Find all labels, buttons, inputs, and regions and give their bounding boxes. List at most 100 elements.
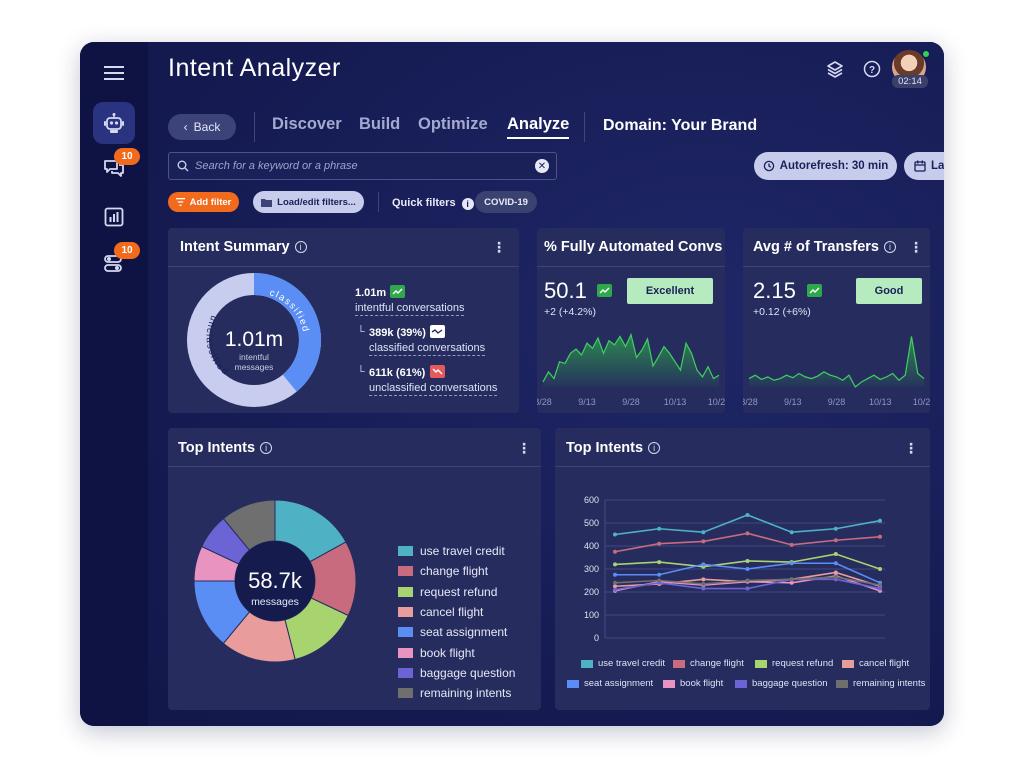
legend-item[interactable]: remaining intents [398, 686, 511, 700]
folder-icon [261, 198, 273, 207]
search-input[interactable] [195, 153, 525, 179]
donut-center-caption-1: intentful [239, 352, 269, 362]
card-divider [743, 266, 930, 267]
layers-icon[interactable] [824, 58, 846, 80]
robot-icon [104, 113, 124, 133]
legend-item[interactable]: change flight [398, 564, 488, 578]
card-divider [537, 266, 725, 267]
back-button[interactable]: ‹ Back [168, 114, 236, 140]
legend-item[interactable]: cancel flight [398, 605, 483, 619]
tab-discover[interactable]: Discover [272, 115, 342, 133]
series-point [878, 518, 882, 523]
tab-analyze[interactable]: Analyze [507, 115, 570, 139]
help-icon[interactable]: ? [861, 58, 883, 80]
info-icon[interactable]: i [260, 442, 273, 454]
series-point [745, 512, 750, 517]
series-point [789, 577, 794, 582]
tab-build[interactable]: Build [359, 115, 401, 133]
divider [254, 112, 255, 142]
legend-label: seat assignment [420, 625, 508, 640]
autorefresh-button[interactable]: Autorefresh: 30 min [754, 152, 897, 180]
y-tick-label: 400 [584, 541, 599, 551]
legend-label: book flight [680, 678, 724, 689]
legend-item[interactable]: book flight [663, 678, 723, 689]
load-filters-button[interactable]: Load/edit filters... [253, 191, 364, 213]
legend-swatch [398, 546, 413, 556]
series-point [878, 583, 882, 588]
series-point [613, 572, 617, 577]
legend-swatch [398, 688, 413, 699]
classified-value: 389k (39%) [369, 327, 426, 339]
legend-item[interactable]: remaining intents [836, 678, 925, 689]
legend-item[interactable]: use travel credit [581, 658, 665, 669]
legend-item[interactable]: request refund [398, 585, 497, 599]
series-point [613, 562, 617, 567]
series-point [745, 567, 750, 571]
series-point [701, 577, 706, 582]
legend-swatch [398, 606, 413, 617]
rail-item-reports[interactable] [93, 196, 135, 238]
legend-swatch [735, 679, 747, 688]
series-point [701, 539, 706, 544]
clear-search-icon[interactable]: ✕ [535, 159, 549, 173]
toggles-icon [104, 255, 122, 272]
chevron-left-icon: ‹ [183, 120, 188, 134]
autorefresh-label: Autorefresh: 30 min [779, 160, 889, 172]
info-icon[interactable]: i [461, 198, 474, 210]
main-area: Intent Analyzer ? 02:14 ‹ Back Discover … [148, 42, 944, 726]
add-filter-button[interactable]: Add filter [168, 192, 239, 212]
card-divider [168, 266, 519, 267]
y-tick-label: 100 [584, 610, 599, 620]
info-icon[interactable]: i [648, 442, 661, 454]
info-icon[interactable]: i [294, 241, 307, 253]
legend-label: request refund [772, 658, 834, 669]
legend-item[interactable]: use travel credit [398, 544, 505, 558]
legend-item[interactable]: cancel flight [842, 658, 909, 669]
card-divider [555, 466, 930, 467]
search-box: ✕ [168, 152, 557, 180]
legend-swatch [398, 667, 413, 678]
series-point [833, 526, 838, 531]
hamburger-menu-icon[interactable] [93, 52, 135, 94]
top-intents-donut-chart: 58.7k messages [193, 499, 357, 663]
more-options-icon[interactable]: ⋮ [492, 238, 506, 255]
legend-item[interactable]: seat assignment [567, 678, 653, 689]
legend-item[interactable]: seat assignment [398, 625, 507, 639]
tree-branch: └ [357, 326, 365, 338]
more-options-icon[interactable]: ⋮ [909, 238, 923, 255]
donut-hole [235, 541, 315, 621]
legend-item[interactable]: baggage question [398, 666, 515, 680]
session-time: 02:14 [892, 75, 928, 88]
legend-swatch [673, 659, 685, 668]
x-tick-label: 10/13 [869, 397, 892, 407]
legend-item[interactable]: baggage question [735, 678, 828, 689]
left-rail: 10 10 [80, 42, 148, 726]
series-point [745, 558, 750, 563]
quick-filter-tag[interactable]: COVID-19 [475, 191, 537, 213]
transfers-title: Avg # of Transfers i [753, 239, 896, 255]
tab-optimize[interactable]: Optimize [418, 115, 488, 133]
y-tick-label: 200 [584, 587, 599, 597]
series-point [878, 534, 882, 539]
more-options-icon[interactable]: ⋮ [904, 439, 918, 456]
series-point [701, 586, 706, 591]
legend-label: baggage question [752, 678, 828, 689]
rail-item-bot[interactable] [93, 102, 135, 144]
info-icon[interactable]: i [883, 241, 896, 253]
automated-title: % Fully Automated Convsi [544, 239, 725, 255]
rail-item-settings[interactable] [93, 242, 135, 284]
legend-item[interactable]: request refund [755, 658, 833, 669]
series-point [657, 578, 662, 583]
legend-item[interactable]: book flight [398, 646, 475, 660]
more-options-icon[interactable]: ⋮ [517, 439, 531, 456]
legend-item[interactable]: change flight [673, 658, 744, 669]
legend-swatch [398, 586, 413, 597]
date-range-button[interactable]: Last 30 days [904, 152, 944, 180]
settings-badge: 10 [114, 242, 140, 259]
tree-branch: └ [357, 366, 365, 378]
legend-swatch [398, 627, 413, 638]
sparkline-line [542, 332, 720, 383]
x-tick-label: 8/28 [743, 397, 758, 407]
load-filters-label: Load/edit filters... [277, 196, 356, 208]
total-label: intentful conversations [355, 302, 465, 316]
